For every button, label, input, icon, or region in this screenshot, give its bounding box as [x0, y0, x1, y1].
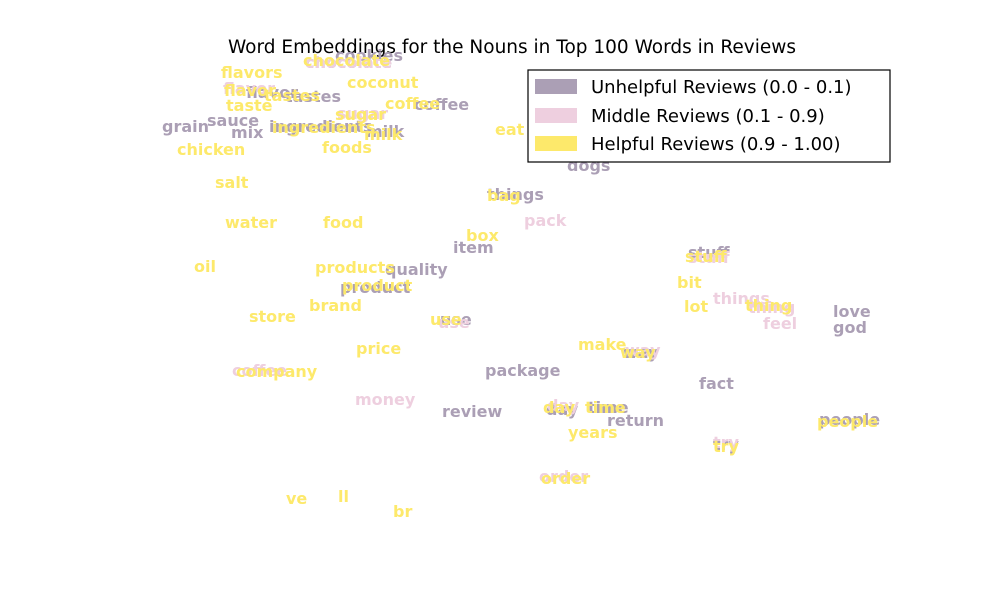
- word-point-helpful-ve: ve: [286, 489, 307, 508]
- word-point-unhelpful-quality: quality: [385, 260, 448, 279]
- word-point-helpful-chocolate: chocolate: [303, 51, 390, 70]
- word-point-middle-way: way: [625, 341, 661, 360]
- word-point-unhelpful-sauce: sauce: [207, 111, 259, 130]
- word-point-helpful-eat: eat: [495, 120, 525, 139]
- word-point-helpful-milk: milk: [364, 125, 403, 144]
- word-point-helpful-way: way: [620, 343, 656, 362]
- word-point-helpful-br: br: [393, 502, 412, 521]
- word-point-unhelpful-things: things: [487, 185, 544, 204]
- word-point-unhelpful-try: try: [713, 435, 740, 454]
- word-point-middle-money: money: [355, 390, 416, 409]
- legend-label-helpful: Helpful Reviews (0.9 - 1.00): [591, 134, 841, 155]
- word-point-unhelpful-cookies: cookies: [335, 46, 403, 65]
- word-point-unhelpful-chocolate: chocolate: [305, 53, 392, 72]
- word-point-middle-try: try: [713, 433, 740, 452]
- word-point-unhelpful-package: package: [485, 361, 561, 380]
- word-point-helpful-ll: ll: [338, 487, 349, 506]
- word-point-unhelpful-milk: milk: [366, 122, 405, 141]
- word-point-helpful-brand: brand: [309, 296, 362, 315]
- word-point-middle-feel: feel: [763, 314, 797, 333]
- word-point-unhelpful-mix: mix: [231, 123, 264, 142]
- word-point-unhelpful-people: people: [819, 410, 880, 429]
- word-point-helpful-stuff: stuff: [685, 247, 728, 266]
- word-point-unhelpful-return: return: [607, 411, 664, 430]
- word-point-helpful-sugar: sugar: [335, 105, 386, 124]
- word-point-helpful-flavors: flavors: [221, 63, 283, 82]
- word-point-helpful-thing: thing: [745, 296, 792, 315]
- word-point-unhelpful-product: product: [340, 278, 411, 297]
- word-point-helpful-order: order: [541, 469, 590, 488]
- word-point-helpful-try: try: [713, 437, 740, 456]
- word-point-helpful-coffee: coffee: [385, 94, 440, 113]
- word-point-middle-day: day: [547, 396, 580, 415]
- word-point-helpful-coconut: coconut: [347, 73, 419, 92]
- word-point-helpful-oil: oil: [194, 257, 216, 276]
- word-point-middle-pack: pack: [524, 211, 567, 230]
- word-point-unhelpful-stuff: stuff: [688, 243, 731, 262]
- word-point-middle-use: use: [438, 313, 470, 332]
- word-point-helpful-chicken: chicken: [177, 140, 245, 159]
- chart-title: Word Embeddings for the Nouns in Top 100…: [228, 37, 796, 58]
- word-point-middle-thing: thing: [748, 298, 795, 317]
- word-point-helpful-day: day: [543, 398, 576, 417]
- word-point-helpful-food: food: [323, 213, 363, 232]
- legend-label-middle: Middle Reviews (0.1 - 0.9): [591, 106, 825, 127]
- legend-swatch-middle: [535, 108, 577, 123]
- word-point-unhelpful-day: day: [546, 400, 579, 419]
- word-point-helpful-water: water: [225, 213, 277, 232]
- series-middle: chocolateflavorsugarpackstuffthingsthing…: [223, 53, 797, 486]
- word-point-helpful-time: time: [585, 398, 626, 417]
- word-point-helpful-foods: foods: [322, 138, 372, 157]
- word-point-middle-things: things: [713, 289, 770, 308]
- word-point-helpful-taste: taste: [226, 96, 273, 115]
- word-point-unhelpful-love: love: [833, 302, 871, 321]
- word-point-helpful-lot: lot: [684, 297, 708, 316]
- word-point-helpful-salt: salt: [215, 173, 249, 192]
- word-point-unhelpful-god: god: [833, 318, 867, 337]
- word-point-middle-stuff: stuff: [688, 248, 731, 267]
- word-point-unhelpful-fact: fact: [699, 374, 734, 393]
- word-point-unhelpful-ingredients: ingredients: [269, 117, 372, 136]
- word-point-unhelpful-item: item: [453, 238, 494, 257]
- word-point-unhelpful-use: use: [440, 310, 472, 329]
- word-point-unhelpful-way: way: [623, 343, 659, 362]
- word-point-unhelpful-grain: grain: [162, 117, 209, 136]
- word-point-helpful-bag: bag: [487, 186, 521, 205]
- legend-swatch-helpful: [535, 136, 577, 151]
- word-point-helpful-years: years: [568, 423, 618, 442]
- word-point-unhelpful-coffee: coffee: [414, 95, 469, 114]
- word-point-unhelpful-time: time: [588, 398, 629, 417]
- word-point-helpful-company: company: [236, 362, 318, 381]
- word-point-helpful-bit: bit: [677, 273, 702, 292]
- legend: Unhelpful Reviews (0.0 - 0.1) Middle Rev…: [527, 69, 891, 163]
- legend-label-unhelpful: Unhelpful Reviews (0.0 - 0.1): [591, 77, 852, 98]
- word-point-helpful-store: store: [249, 307, 296, 326]
- word-point-middle-flavor: flavor: [223, 79, 275, 98]
- word-point-middle-order: order: [539, 467, 588, 486]
- word-point-helpful-people: people: [817, 412, 878, 431]
- word-point-helpful-box: box: [466, 226, 499, 245]
- word-point-middle-coffee: coffee: [232, 361, 287, 380]
- word-point-helpful-ingredients: ingredients: [272, 118, 375, 137]
- word-point-unhelpful-tastes: tastes: [285, 87, 341, 106]
- word-point-helpful-product: product: [342, 276, 413, 295]
- word-point-helpful-make: make: [578, 335, 627, 354]
- word-point-helpful-price: price: [356, 339, 401, 358]
- word-point-helpful-products: products: [315, 258, 395, 277]
- word-point-helpful-use: use: [430, 310, 462, 329]
- word-point-middle-chocolate: chocolate: [305, 53, 392, 72]
- word-point-helpful-flavor: flavor: [224, 81, 276, 100]
- word-point-unhelpful-flavor: flavor: [246, 83, 298, 102]
- word-point-unhelpful-review: review: [442, 402, 503, 421]
- legend-frame: [527, 69, 891, 163]
- word-point-helpful-tastes: tastes: [264, 86, 320, 105]
- legend-swatch-unhelpful: [535, 79, 577, 94]
- word-point-middle-sugar: sugar: [337, 104, 388, 123]
